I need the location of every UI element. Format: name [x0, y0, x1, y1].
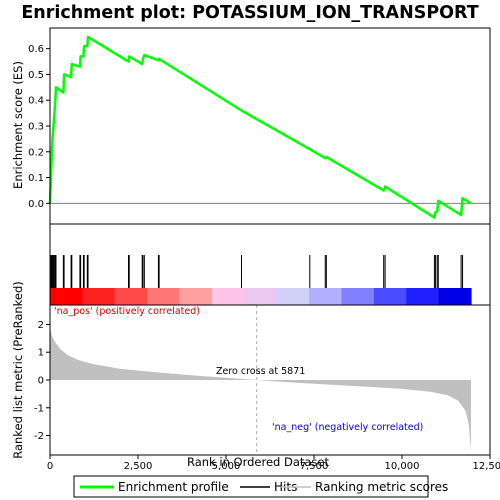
zero-cross-label: Zero cross at 5871	[216, 366, 305, 377]
x-tick-label: 7,500	[300, 461, 329, 472]
metric-axis-label: Ranked list metric (PreRanked)	[11, 281, 25, 459]
es-axis-label: Enrichment score (ES)	[11, 61, 25, 189]
hits-panel	[49, 223, 491, 306]
es-y-tick-label: 0.3	[28, 122, 44, 133]
es-y-tick-label: 0.5	[28, 70, 44, 81]
heatmap-segment	[179, 288, 213, 305]
x-tick-label: 2,500	[124, 461, 153, 472]
es-y-tick-label: 0.2	[28, 147, 44, 158]
heatmap-segment	[438, 288, 472, 305]
x-tick-label: 10,000	[385, 461, 420, 472]
metric-y-tick-label: 1	[38, 348, 44, 359]
neg-correlated-label: 'na_neg' (negatively correlated)	[272, 422, 423, 433]
x-tick-label: 0	[47, 461, 53, 472]
heatmap-segment	[50, 288, 83, 305]
metric-y-tick-label: 0	[38, 376, 44, 387]
es-y-tick-label: 0.1	[28, 173, 44, 184]
enrichment-profile-line	[48, 35, 472, 219]
metric-y-tick-label: -1	[34, 403, 44, 414]
heatmap-segment	[82, 288, 116, 305]
heatmap-segment	[406, 288, 440, 305]
chart-title: Enrichment plot: POTASSIUM_ION_TRANSPORT	[21, 3, 478, 23]
heatmap-segment	[114, 288, 148, 305]
metric-y-tick-label: -2	[34, 431, 44, 442]
heatmap-segment	[211, 288, 245, 305]
x-tick-label: 12,500	[473, 461, 500, 472]
heatmap-segment	[309, 288, 343, 305]
es-panel: 0.0 0.1 0.2 0.3 0.4 0.5 0.6	[28, 27, 491, 225]
hits-area	[50, 224, 490, 288]
heatmap-segment	[341, 288, 375, 305]
metric-y-tick-label: 2	[38, 320, 44, 331]
legend-label-metric: Ranking metric scores	[315, 480, 448, 494]
legend-label-enrichment: Enrichment profile	[118, 480, 229, 494]
x-tick-label: 5,000	[212, 461, 241, 472]
pos-correlated-label: 'na_pos' (positively correlated)	[54, 306, 200, 317]
es-y-tick-label: 0.0	[28, 199, 44, 210]
heatmap-segment	[244, 288, 278, 305]
heatmap-segment	[373, 288, 407, 305]
es-y-tick-label: 0.4	[28, 96, 44, 107]
x-axis-label: Rank in Ordered Dataset	[187, 455, 330, 469]
heatmap-segment	[276, 288, 310, 305]
es-y-tick-label: 0.6	[28, 44, 44, 55]
legend: Enrichment profile Hits Ranking metric s…	[73, 475, 448, 498]
metric-panel: -2 -1 0 1 2	[34, 304, 491, 456]
metric-frame	[49, 304, 491, 456]
x-axis: 0 2,500 5,000 7,500 10,000 12,500	[47, 455, 500, 472]
heatmap-segment	[147, 288, 181, 305]
